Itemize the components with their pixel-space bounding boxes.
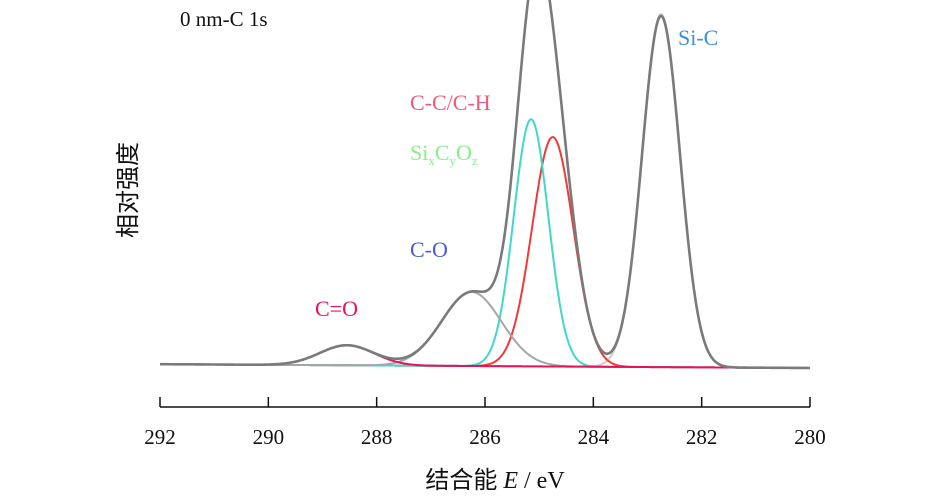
label-c-o: C-O (410, 237, 448, 262)
x-tick-label-292: 292 (144, 425, 176, 449)
curves-layer (160, 0, 811, 370)
y-axis-label: 相对强度 (115, 142, 142, 238)
x-axis-label: 结合能 E / eV (425, 467, 565, 494)
x-tick-label-286: 286 (469, 425, 501, 449)
si-c-o-curve (160, 118, 811, 369)
x-tick-label-284: 284 (578, 425, 610, 449)
envelope-curve (160, 0, 811, 370)
label-si-c: Si-C (678, 25, 718, 50)
x-tick-label-282: 282 (686, 425, 718, 449)
label-c-eq-o: C=O (315, 296, 358, 321)
chart-title: 0 nm-C 1s (180, 7, 268, 31)
x-ticks: 292 290 288 286 284 282 280 (144, 397, 826, 449)
x-tick-label-280: 280 (794, 425, 826, 449)
si-c-curve (160, 13, 811, 369)
label-c-c-h: C-C/C-H (410, 90, 491, 115)
x-tick-label-288: 288 (361, 425, 393, 449)
c-c-h-curve (160, 136, 811, 369)
label-si-c-o: SixCyOz (410, 140, 478, 168)
x-tick-label-290: 290 (253, 425, 285, 449)
